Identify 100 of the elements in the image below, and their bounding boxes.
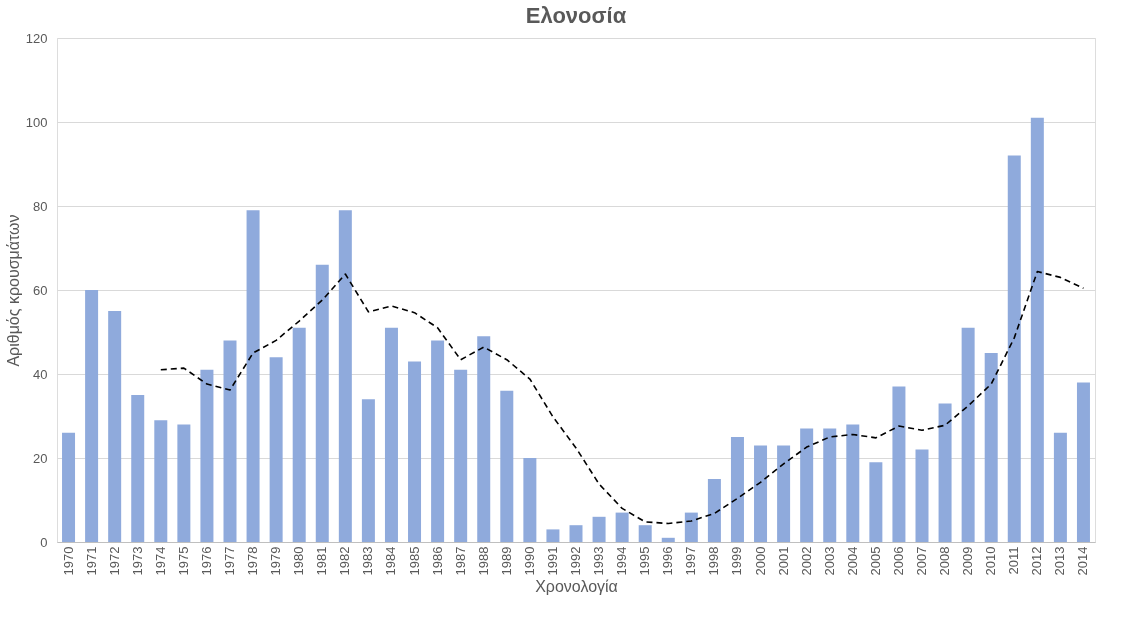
y-tick-label: 120 xyxy=(25,30,48,46)
bar xyxy=(177,424,191,542)
bar xyxy=(384,327,398,542)
bar xyxy=(454,369,468,542)
x-tick-label: 1993 xyxy=(591,546,607,576)
bar xyxy=(108,311,122,542)
x-tick-label: 2013 xyxy=(1052,546,1068,576)
x-tick-label: 1979 xyxy=(268,546,284,576)
x-tick-label: 1986 xyxy=(429,546,445,576)
x-tick-label: 1972 xyxy=(106,546,122,576)
x-tick-label: 2012 xyxy=(1029,546,1045,576)
x-tick-label: 2002 xyxy=(798,546,814,576)
bar xyxy=(477,336,491,542)
x-tick-label: 2008 xyxy=(937,546,953,576)
bar xyxy=(869,462,883,542)
x-tick-label: 1973 xyxy=(129,546,145,576)
bar xyxy=(546,529,560,542)
bar xyxy=(915,449,929,542)
x-tick-label: 2001 xyxy=(775,546,791,576)
bar xyxy=(85,290,99,542)
bar xyxy=(1076,382,1090,542)
bar xyxy=(615,512,629,542)
bar xyxy=(361,399,375,542)
x-tick-label: 1994 xyxy=(614,546,630,576)
x-tick-label: 1989 xyxy=(498,546,514,576)
x-tick-label: 1997 xyxy=(683,546,699,576)
x-tick-label: 1991 xyxy=(544,546,560,576)
y-tick-label: 40 xyxy=(33,366,48,382)
bar xyxy=(846,424,860,542)
bar xyxy=(1030,117,1044,542)
bar xyxy=(200,369,214,542)
x-tick-label: 1985 xyxy=(406,546,422,576)
x-tick-label: 1983 xyxy=(360,546,376,576)
x-tick-label: 1988 xyxy=(475,546,491,576)
bar xyxy=(62,432,76,542)
x-tick-label: 2009 xyxy=(960,546,976,576)
bar xyxy=(823,428,837,542)
bar xyxy=(684,512,698,542)
x-tick-label: 2003 xyxy=(821,546,837,576)
bar xyxy=(592,516,606,542)
x-tick-label: 1976 xyxy=(198,546,214,576)
bar xyxy=(223,340,237,542)
x-tick-label: 2004 xyxy=(844,546,860,576)
bar xyxy=(754,445,768,542)
bar xyxy=(500,390,514,542)
x-tick-label: 1992 xyxy=(568,546,583,576)
y-axis-title: Αριθμός κρουσμάτων xyxy=(4,214,22,367)
x-tick-label: 1970 xyxy=(60,546,76,576)
x-tick-label: 1981 xyxy=(314,546,330,576)
y-tick-label: 0 xyxy=(40,534,48,550)
y-tick-label: 60 xyxy=(33,282,48,298)
bar xyxy=(661,537,675,542)
bar xyxy=(961,327,975,542)
bar xyxy=(707,479,721,542)
bar xyxy=(777,445,791,542)
x-tick-label: 2007 xyxy=(914,546,929,576)
bar xyxy=(638,525,652,542)
bar xyxy=(1053,432,1067,542)
x-tick-label: 1982 xyxy=(337,546,353,576)
x-tick-label: 1974 xyxy=(152,546,168,576)
x-tick-label: 2011 xyxy=(1006,546,1022,575)
x-tick-label: 1995 xyxy=(637,546,653,576)
y-tick-label: 100 xyxy=(25,114,48,130)
bar xyxy=(523,458,537,542)
x-tick-label: 1977 xyxy=(222,546,237,576)
bar xyxy=(292,327,306,542)
x-tick-label: 1980 xyxy=(291,546,307,576)
y-tick-label: 80 xyxy=(33,198,48,214)
bar xyxy=(800,428,814,542)
bar xyxy=(431,340,445,542)
bar xyxy=(984,353,998,542)
bar xyxy=(154,420,168,542)
x-tick-label: 1978 xyxy=(245,546,261,576)
bar xyxy=(892,386,906,542)
bar xyxy=(131,395,145,542)
bar xyxy=(315,264,329,542)
x-tick-label: 1984 xyxy=(383,546,399,576)
chart-title: Ελονοσία xyxy=(525,3,627,28)
x-tick-label: 1987 xyxy=(452,546,468,576)
x-tick-label: 1998 xyxy=(706,546,722,576)
x-tick-label: 2010 xyxy=(983,546,999,576)
bar xyxy=(569,525,583,542)
x-axis-title: Χρονολογία xyxy=(535,578,618,596)
bar xyxy=(246,210,260,542)
bar xyxy=(730,437,744,542)
x-tick-label: 1971 xyxy=(83,546,99,576)
x-tick-label: 2014 xyxy=(1075,546,1091,576)
bar xyxy=(1007,155,1021,542)
x-tick-label: 2000 xyxy=(752,546,768,576)
y-tick-label: 20 xyxy=(33,450,48,466)
bar xyxy=(338,210,352,542)
x-tick-label: 1999 xyxy=(729,546,745,576)
bar xyxy=(408,361,422,542)
x-tick-label: 1996 xyxy=(660,546,676,576)
bar xyxy=(938,403,952,542)
line-series xyxy=(160,270,1085,525)
x-tick-label: 1990 xyxy=(521,546,537,576)
x-tick-label: 2005 xyxy=(867,546,883,576)
x-tick-label: 2006 xyxy=(890,546,906,576)
x-tick-label: 1975 xyxy=(175,546,191,576)
